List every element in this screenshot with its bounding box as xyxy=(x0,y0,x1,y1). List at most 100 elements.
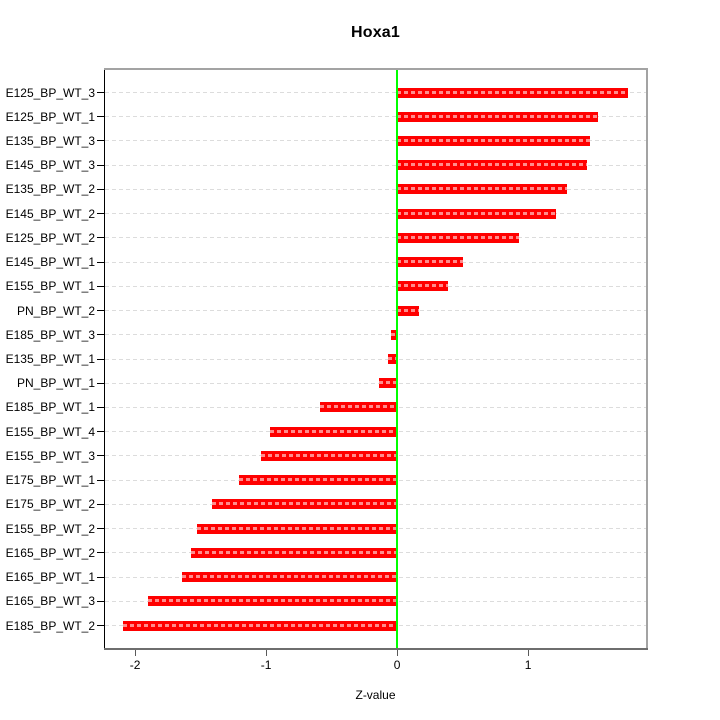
x-tick xyxy=(134,650,136,656)
y-axis-label: E145_BP_WT_2 xyxy=(5,206,95,221)
y-tick xyxy=(97,92,105,93)
plot-border-top xyxy=(104,68,648,70)
y-axis-label: E175_BP_WT_1 xyxy=(5,473,95,488)
y-axis-label: PN_BP_WT_2 xyxy=(16,303,95,318)
y-tick xyxy=(97,406,105,408)
y-tick xyxy=(97,552,105,554)
y-axis-label: E185_BP_WT_3 xyxy=(5,327,95,342)
y-axis-label: E145_BP_WT_3 xyxy=(5,158,95,173)
bar xyxy=(397,257,463,268)
bar xyxy=(397,281,449,292)
gridline xyxy=(105,261,646,263)
gridline xyxy=(105,188,646,190)
y-axis-label: E125_BP_WT_1 xyxy=(5,109,95,124)
y-tick xyxy=(97,600,105,602)
bar xyxy=(182,572,398,583)
y-tick xyxy=(97,358,105,360)
bar xyxy=(378,378,398,389)
gridline xyxy=(105,116,646,118)
gridline xyxy=(105,92,646,93)
bar xyxy=(191,547,398,558)
gridline xyxy=(105,213,646,215)
y-tick xyxy=(97,261,105,263)
plot-border-right xyxy=(646,68,648,650)
gridline xyxy=(105,382,646,384)
y-tick xyxy=(97,576,105,578)
gridline xyxy=(105,310,646,312)
bar-grid-overlay xyxy=(148,599,398,603)
y-axis-label: E155_BP_WT_3 xyxy=(5,448,95,463)
y-tick xyxy=(97,116,105,118)
bar-grid-overlay xyxy=(260,453,398,457)
bar xyxy=(397,160,588,171)
y-axis-label: E165_BP_WT_2 xyxy=(5,545,95,560)
x-tick-label: 0 xyxy=(393,658,401,672)
bar xyxy=(238,475,398,486)
bar-grid-overlay xyxy=(397,211,556,215)
plot-area xyxy=(105,70,646,648)
bar xyxy=(196,523,398,534)
bar xyxy=(397,135,590,146)
y-axis-label: PN_BP_WT_1 xyxy=(16,376,95,391)
y-tick xyxy=(97,285,105,287)
bar-grid-overlay xyxy=(123,623,398,627)
bar xyxy=(270,426,398,437)
bar xyxy=(319,402,398,413)
y-axis-label: E185_BP_WT_1 xyxy=(5,400,95,415)
x-tick xyxy=(396,650,398,656)
bar-grid-overlay xyxy=(397,138,590,142)
y-axis-label: E175_BP_WT_2 xyxy=(5,497,95,512)
y-axis-label: E155_BP_WT_1 xyxy=(5,279,95,294)
gridline xyxy=(105,164,646,166)
y-tick xyxy=(97,625,105,626)
bar xyxy=(397,232,519,243)
y-tick xyxy=(97,431,105,433)
bar-grid-overlay xyxy=(191,550,398,554)
gridline xyxy=(105,358,646,360)
x-axis-title: Z-value xyxy=(355,688,396,702)
bar-grid-overlay xyxy=(397,114,598,118)
y-axis-label: E135_BP_WT_1 xyxy=(5,352,95,366)
bar xyxy=(212,499,398,510)
y-tick xyxy=(97,164,105,166)
x-tick-label: -2 xyxy=(129,658,141,672)
bar xyxy=(390,329,398,340)
bar-grid-overlay xyxy=(378,381,398,385)
y-tick xyxy=(97,140,105,142)
y-tick xyxy=(97,213,105,215)
x-tick-label: 1 xyxy=(524,658,532,672)
gridline xyxy=(105,334,646,336)
bar xyxy=(123,620,398,631)
y-axis-label: E155_BP_WT_2 xyxy=(5,521,95,536)
bar xyxy=(397,87,628,98)
y-tick xyxy=(97,528,105,530)
x-tick xyxy=(527,650,529,656)
y-tick xyxy=(97,310,105,312)
bar-grid-overlay xyxy=(319,405,398,409)
bar xyxy=(397,111,598,122)
y-axis-label: E185_BP_WT_2 xyxy=(5,618,95,633)
bar-grid-overlay xyxy=(390,332,398,336)
y-axis-label: E145_BP_WT_1 xyxy=(5,255,95,270)
zero-line xyxy=(396,70,399,648)
y-axis-label: E165_BP_WT_1 xyxy=(5,570,95,585)
y-axis-label: E155_BP_WT_4 xyxy=(5,424,95,439)
y-tick xyxy=(97,479,105,481)
y-tick xyxy=(97,237,105,239)
y-tick xyxy=(97,188,105,190)
bar-grid-overlay xyxy=(397,284,449,288)
bar xyxy=(397,305,420,316)
bar-grid-overlay xyxy=(270,429,398,433)
bar-grid-overlay xyxy=(212,502,398,506)
bar-grid-overlay xyxy=(238,478,398,482)
y-axis-label: E125_BP_WT_2 xyxy=(5,230,95,245)
gridline xyxy=(105,237,646,239)
chart-title: Hoxa1 xyxy=(350,24,401,41)
y-tick xyxy=(97,382,105,384)
bar xyxy=(397,184,568,195)
bar-grid-overlay xyxy=(397,308,420,312)
bar xyxy=(397,208,556,219)
bar-grid-overlay xyxy=(196,526,398,530)
x-tick xyxy=(265,650,267,656)
